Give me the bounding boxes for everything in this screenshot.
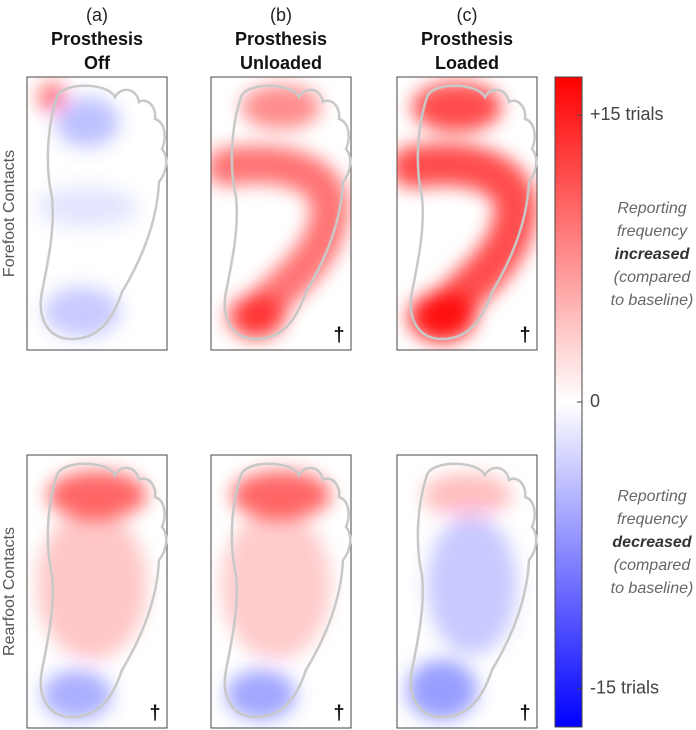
heatmap (221, 471, 331, 720)
column-title: Prosthesis (51, 29, 143, 49)
heat-blob (412, 82, 502, 132)
colorbar-note: Reporting (617, 488, 686, 505)
colorbar-note: (compared (614, 269, 692, 286)
heat-blob (231, 471, 331, 519)
significance-mark: † (333, 702, 344, 724)
heat-blob (226, 295, 286, 339)
panel: † (210, 454, 352, 729)
colorbar-tick-label: +15 trials (590, 104, 664, 124)
heat-blob (37, 82, 67, 112)
heat-blob (55, 97, 119, 147)
heatmap (397, 82, 537, 342)
column-letter: (c) (457, 5, 478, 25)
colorbar-note: to baseline) (611, 292, 694, 309)
column-letter: (a) (86, 5, 108, 25)
colorbar-note: frequency (617, 511, 688, 528)
heat-blob (397, 143, 537, 338)
panel (26, 76, 168, 351)
column-title: Unloaded (240, 53, 322, 73)
heatmap (37, 82, 137, 337)
significance-mark: † (149, 702, 160, 724)
heat-blob (37, 187, 137, 227)
heatmap (37, 471, 147, 720)
heat-blob (47, 471, 147, 519)
column-title: Loaded (435, 53, 499, 73)
significance-mark: † (519, 702, 530, 724)
panel: † (210, 76, 352, 351)
row-label: Forefoot Contacts (1, 150, 18, 277)
colorbar-tick-label: 0 (590, 391, 600, 411)
heat-blob (211, 145, 349, 336)
heat-blob (221, 510, 331, 660)
panel: † (396, 454, 538, 729)
heat-blob (422, 473, 512, 517)
heatmap (407, 473, 517, 720)
column-letter: (b) (270, 5, 292, 25)
heat-blob (37, 510, 147, 660)
colorbar-note: frequency (617, 223, 688, 240)
column-title: Off (84, 53, 111, 73)
colorbar-note: (compared (614, 557, 692, 574)
heat-blob (427, 515, 517, 655)
colorbar-note: to baseline) (611, 580, 694, 597)
row-label: Rearfoot Contacts (1, 527, 18, 656)
column-title: Prosthesis (235, 29, 327, 49)
panel: † (26, 454, 168, 729)
colorbar-note: Reporting (617, 200, 686, 217)
heat-blob (241, 85, 321, 129)
heat-blob (407, 660, 477, 720)
heat-blob (408, 292, 476, 342)
colorbar-note: increased (615, 246, 691, 263)
panel: † (396, 76, 538, 351)
column-title: Prosthesis (421, 29, 513, 49)
heat-blob (226, 670, 296, 720)
significance-mark: † (333, 324, 344, 346)
significance-mark: † (519, 324, 530, 346)
colorbar-note: decreased (612, 534, 692, 551)
heat-blob (44, 287, 120, 337)
colorbar-tick-label: -15 trials (590, 678, 659, 698)
heat-blob (42, 670, 112, 720)
